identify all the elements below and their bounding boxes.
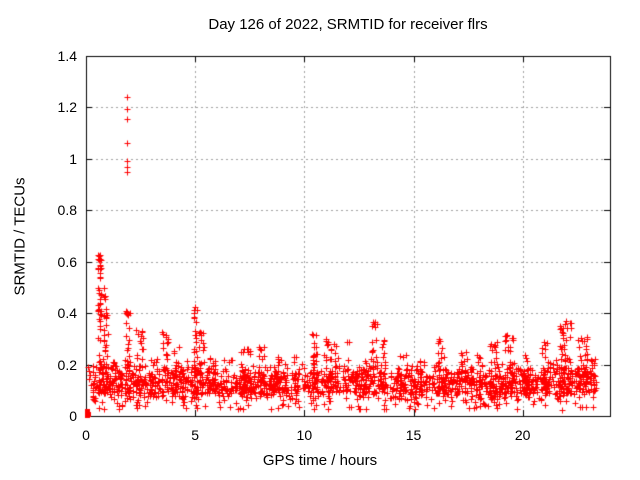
x-tick-label: 10 — [296, 427, 313, 443]
x-tick-label: 5 — [191, 427, 200, 443]
y-tick-label: 1.2 — [57, 99, 77, 116]
y-tick-label: 0.8 — [57, 202, 77, 219]
x-tick-label: 20 — [514, 427, 531, 443]
y-axis-label: SRMTID / TECUs — [11, 177, 29, 296]
y-tick-label: 0 — [69, 408, 77, 424]
chart-title: Day 126 of 2022, SRMTID for receiver flr… — [208, 16, 488, 33]
x-tick-label: 15 — [405, 427, 422, 443]
y-tick-label: 0.4 — [57, 305, 77, 322]
x-tick-label: 0 — [82, 427, 90, 443]
y-tick-label: 0.6 — [57, 253, 77, 270]
y-tick-label: 0.2 — [57, 356, 77, 373]
x-axis-label: GPS time / hours — [262, 452, 378, 469]
y-tick-label: 1 — [69, 150, 77, 167]
y-tick-label: 1.4 — [57, 48, 77, 64]
